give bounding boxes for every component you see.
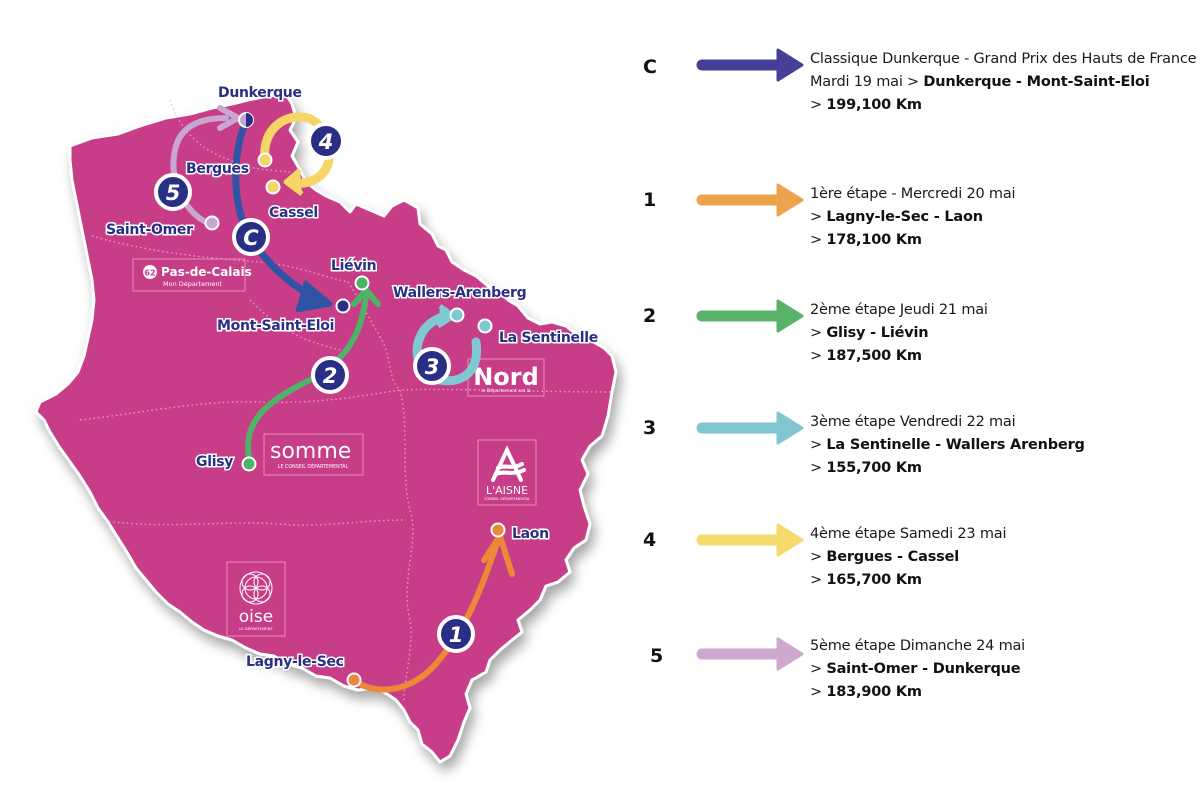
badge-5[interactable]: 5 <box>154 173 192 211</box>
label-bergues: Bergues <box>186 161 249 177</box>
marker-laon[interactable] <box>490 522 506 538</box>
label-wallers-arenberg: Wallers-Arenberg <box>393 285 526 301</box>
hauts-de-france-map: 62 Pas-de-Calais Mon Département Nord le… <box>34 84 618 764</box>
badge-4[interactable]: 4 <box>307 122 345 160</box>
legend-key: 2 <box>643 305 657 327</box>
stage-distance: 199,100 Km <box>826 97 922 113</box>
legend-text: 2ème étape Jeudi 21 mai > Glisy - Liévin… <box>810 299 1200 368</box>
label-la-sentinelle: La Sentinelle <box>499 330 598 346</box>
stage-route: Saint-Omer - Dunkerque <box>826 661 1021 677</box>
stage-distance: 187,500 Km <box>826 348 922 364</box>
legend-text: 4ème étape Samedi 23 mai > Bergues - Cas… <box>810 523 1200 592</box>
stage-title: 4ème étape Samedi 23 mai <box>810 526 1007 542</box>
label-lievin: Liévin <box>331 258 376 274</box>
legend-text: 1ère étape - Mercredi 20 mai > Lagny-le-… <box>810 183 1200 252</box>
marker-bergues[interactable] <box>257 152 273 168</box>
somme-logo: somme LE CONSEIL DÉPARTEMENTAL <box>263 433 364 476</box>
stage-distance: 183,900 Km <box>826 684 922 700</box>
label-dunkerque: Dunkerque <box>218 85 302 101</box>
stages-legend: C Classique Dunkerque - Grand Prix des H… <box>640 0 1200 800</box>
pas-de-calais-logo: 62 Pas-de-Calais Mon Département <box>132 258 252 292</box>
oise-tagline: LE DÉPARTEMENT <box>239 626 273 631</box>
aisne-name: L'AISNE <box>486 484 528 497</box>
marker-mont-saint-eloi[interactable] <box>335 298 351 314</box>
arrow-1-icon <box>696 183 804 217</box>
badge-2[interactable]: 2 <box>311 356 349 394</box>
stage-distance: 165,700 Km <box>826 572 922 588</box>
stage-distance: 155,700 Km <box>826 460 922 476</box>
stage-route: La Sentinelle - Wallers Arenberg <box>826 437 1085 453</box>
aisne-logo: L'AISNE CONSEIL DÉPARTEMENTAL <box>477 439 537 506</box>
marker-wallers-arenberg[interactable] <box>449 307 465 323</box>
stage-route: Dunkerque - Mont-Saint-Eloi <box>923 74 1150 90</box>
stage-route: Glisy - Liévin <box>826 325 929 341</box>
label-laon: Laon <box>512 526 549 542</box>
legend-key: 5 <box>650 645 664 667</box>
svg-text:1: 1 <box>449 623 464 647</box>
badge-3[interactable]: 3 <box>413 347 451 385</box>
svg-text:3: 3 <box>425 355 440 379</box>
nord-logo: Nord le Département est là <box>467 358 545 397</box>
legend-key: 3 <box>643 417 657 439</box>
nord-name: Nord <box>473 363 539 391</box>
stage-date: Mardi 19 mai > <box>810 74 924 90</box>
stage-distance: 178,100 Km <box>826 232 922 248</box>
marker-la-sentinelle[interactable] <box>477 318 493 334</box>
legend-key: 4 <box>643 529 657 551</box>
marker-dunkerque[interactable] <box>238 112 254 128</box>
badge-c[interactable]: C <box>232 218 270 256</box>
route-2-arrow <box>245 287 381 465</box>
svg-text:C: C <box>243 226 259 250</box>
arrow-c-icon <box>696 48 804 82</box>
arrow-4-icon <box>696 523 804 557</box>
legend-text: Classique Dunkerque - Grand Prix des Hau… <box>810 48 1200 117</box>
pas-de-calais-number: 62 <box>144 269 155 278</box>
city-markers <box>204 112 506 688</box>
legend-key: C <box>643 56 657 78</box>
label-glisy: Glisy <box>196 454 233 470</box>
oise-name: oise <box>239 607 273 627</box>
legend-text: 5ème étape Dimanche 24 mai > Saint-Omer … <box>810 635 1200 704</box>
label-lagny-le-sec: Lagny-le-Sec <box>246 654 344 670</box>
svg-text:4: 4 <box>318 130 334 154</box>
oise-logo: oise LE DÉPARTEMENT <box>226 561 286 637</box>
aisne-tagline: CONSEIL DÉPARTEMENTAL <box>484 496 530 501</box>
marker-lagny-le-sec[interactable] <box>346 672 362 688</box>
stage-badges: C 1 2 3 4 5 <box>154 122 475 653</box>
marker-cassel[interactable] <box>265 179 281 195</box>
stage-route: Lagny-le-Sec - Laon <box>826 209 983 225</box>
arrow-2-icon <box>696 299 804 333</box>
legend-text: 3ème étape Vendredi 22 mai > La Sentinel… <box>810 411 1200 480</box>
stage-route: Bergues - Cassel <box>826 549 959 565</box>
svg-text:5: 5 <box>166 181 181 205</box>
pas-de-calais-name: Pas-de-Calais <box>161 265 252 279</box>
legend-key: 1 <box>643 189 657 211</box>
arrow-3-icon <box>696 411 804 445</box>
label-cassel: Cassel <box>269 205 318 221</box>
marker-lievin[interactable] <box>354 275 370 291</box>
region-outline <box>34 92 618 764</box>
label-saint-omer: Saint-Omer <box>106 222 193 238</box>
badge-1[interactable]: 1 <box>437 615 475 653</box>
stage-title: 1ère étape - Mercredi 20 mai <box>810 186 1016 202</box>
nord-tagline: le Département est là <box>481 387 530 394</box>
somme-tagline: LE CONSEIL DÉPARTEMENTAL <box>278 462 349 470</box>
label-mont-saint-eloi: Mont-Saint-Eloi <box>217 318 334 334</box>
stage-title: Classique Dunkerque - Grand Prix des Hau… <box>810 51 1197 67</box>
route-5-arrow <box>170 105 241 227</box>
pas-de-calais-tagline: Mon Département <box>163 280 223 288</box>
marker-saint-omer[interactable] <box>204 215 220 231</box>
stage-title: 3ème étape Vendredi 22 mai <box>810 414 1016 430</box>
stage-title: 2ème étape Jeudi 21 mai <box>810 302 988 318</box>
somme-name: somme <box>270 439 351 464</box>
arrow-5-icon <box>696 637 804 671</box>
svg-text:2: 2 <box>323 364 338 388</box>
stage-title: 5ème étape Dimanche 24 mai <box>810 638 1026 654</box>
marker-glisy[interactable] <box>241 456 257 472</box>
city-labels: Dunkerque Bergues Cassel Saint-Omer Liév… <box>105 84 600 672</box>
